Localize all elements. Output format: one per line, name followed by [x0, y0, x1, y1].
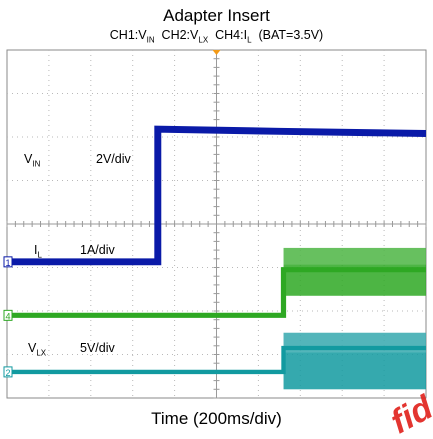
- subtitle-ch4: CH4:I: [215, 28, 248, 42]
- trace-band-vlx: [283, 332, 426, 390]
- channel-marker-text-il: 4: [5, 311, 10, 321]
- subtitle-ch1-sub: IN: [146, 35, 155, 45]
- vlx-scale: 5V/div: [80, 341, 115, 355]
- vlx-name: V: [28, 341, 37, 355]
- subtitle-ch4-sub: L: [247, 35, 252, 45]
- channel-marker-text-vin: 1: [5, 258, 10, 268]
- subtitle-ch1: CH1:V: [109, 28, 147, 42]
- vin-scale: 2V/div: [96, 152, 131, 166]
- traces: [7, 125, 427, 390]
- channel-marker-vlx: [3, 366, 13, 378]
- il-scale: 1A/div: [80, 243, 115, 257]
- vlx-sub: LX: [36, 348, 47, 358]
- subtitle-ch2-sub: LX: [198, 35, 209, 45]
- il-label: IL: [34, 243, 42, 263]
- subtitle-bat: (BAT=3.5V): [258, 28, 324, 42]
- trigger-marker: [212, 50, 221, 55]
- trace-vlx: [7, 345, 426, 375]
- trace-vin: [7, 125, 427, 266]
- chart-subtitle: CH1:VIN CH2:VLX CH4:IL (BAT=3.5V): [0, 27, 433, 49]
- subtitle-ch2: CH2:V: [161, 28, 199, 42]
- trace-il: [7, 267, 426, 318]
- chart-title: Adapter Insert: [163, 6, 270, 25]
- trace-band-highlight-il: [283, 247, 426, 265]
- channel-marker-text-vlx: 2: [5, 368, 10, 378]
- il-sub: L: [37, 250, 42, 260]
- x-axis-label: Time (200ms/div): [151, 409, 282, 428]
- vin-sub: IN: [32, 159, 41, 169]
- il-name: I: [34, 243, 38, 257]
- channel-marker-vin: [3, 256, 13, 268]
- channel-marker-il: [3, 309, 13, 321]
- channel-markers: 1 4 2: [3, 256, 13, 378]
- vin-label: VIN: [24, 152, 40, 172]
- vlx-label: VLX: [28, 341, 46, 361]
- vin-name: V: [24, 152, 33, 166]
